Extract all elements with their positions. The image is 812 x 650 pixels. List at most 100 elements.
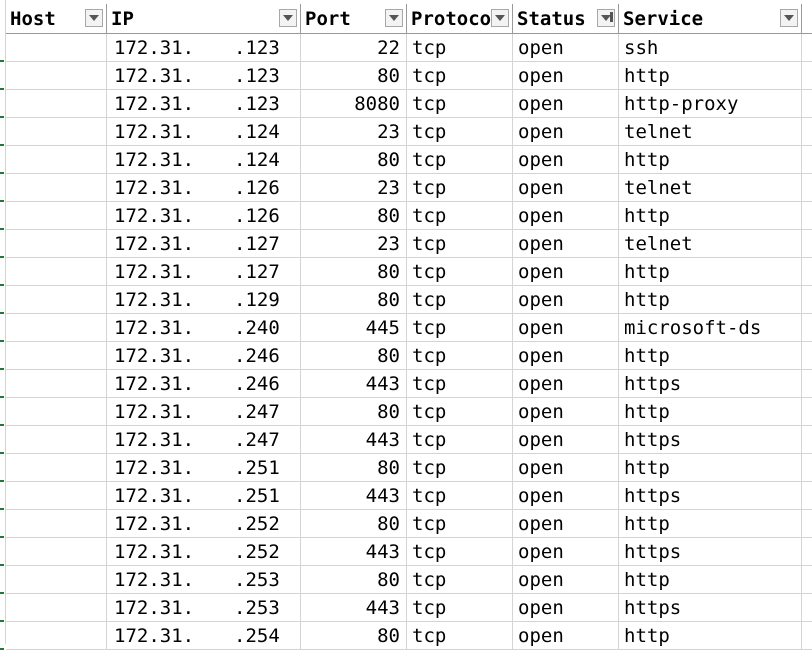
ip-cell[interactable]: 172.31. .251 [107, 454, 301, 482]
port-cell[interactable]: 22 [301, 34, 407, 62]
next-column-cell[interactable] [802, 314, 812, 342]
protocol-filter-dropdown-icon[interactable] [491, 9, 509, 27]
service-cell[interactable]: https [619, 594, 802, 622]
status-cell[interactable]: open [513, 286, 619, 314]
next-column-cell[interactable] [802, 34, 812, 62]
service-cell[interactable]: microsoft-ds [619, 314, 802, 342]
protocol-cell[interactable]: tcp [407, 118, 513, 146]
ip-cell[interactable]: 172.31. .247 [107, 398, 301, 426]
host-cell[interactable] [6, 146, 107, 174]
service-cell[interactable]: telnet [619, 230, 802, 258]
protocol-cell[interactable]: tcp [407, 370, 513, 398]
header-host[interactable]: Host [6, 4, 107, 34]
status-cell[interactable]: open [513, 594, 619, 622]
host-cell[interactable] [6, 426, 107, 454]
host-cell[interactable] [6, 202, 107, 230]
header-next-column[interactable] [802, 4, 812, 34]
port-cell[interactable]: 80 [301, 286, 407, 314]
next-column-cell[interactable] [802, 482, 812, 510]
host-cell[interactable] [6, 510, 107, 538]
port-cell[interactable]: 23 [301, 118, 407, 146]
next-column-cell[interactable] [802, 622, 812, 650]
ip-cell[interactable]: 172.31. .251 [107, 482, 301, 510]
ip-cell[interactable]: 172.31. .123 [107, 62, 301, 90]
service-cell[interactable]: https [619, 370, 802, 398]
port-cell[interactable]: 443 [301, 594, 407, 622]
protocol-cell[interactable]: tcp [407, 62, 513, 90]
host-cell[interactable] [6, 314, 107, 342]
status-cell[interactable]: open [513, 90, 619, 118]
service-filter-dropdown-icon[interactable] [780, 9, 798, 27]
host-cell[interactable] [6, 90, 107, 118]
header-status[interactable]: Status [513, 4, 619, 34]
ip-cell[interactable]: 172.31. .246 [107, 370, 301, 398]
service-cell[interactable]: telnet [619, 118, 802, 146]
header-port[interactable]: Port [301, 4, 407, 34]
status-cell[interactable]: open [513, 566, 619, 594]
ip-cell[interactable]: 172.31. .246 [107, 342, 301, 370]
ip-cell[interactable]: 172.31. .126 [107, 174, 301, 202]
status-cell[interactable]: open [513, 482, 619, 510]
host-cell[interactable] [6, 594, 107, 622]
host-cell[interactable] [6, 230, 107, 258]
port-cell[interactable]: 80 [301, 566, 407, 594]
next-column-cell[interactable] [802, 230, 812, 258]
ip-cell[interactable]: 172.31. .253 [107, 594, 301, 622]
service-cell[interactable]: http-proxy [619, 90, 802, 118]
ip-filter-dropdown-icon[interactable] [279, 9, 297, 27]
protocol-cell[interactable]: tcp [407, 510, 513, 538]
next-column-cell[interactable] [802, 538, 812, 566]
next-column-cell[interactable] [802, 370, 812, 398]
protocol-cell[interactable]: tcp [407, 202, 513, 230]
host-cell[interactable] [6, 398, 107, 426]
next-column-cell[interactable] [802, 342, 812, 370]
protocol-cell[interactable]: tcp [407, 286, 513, 314]
protocol-cell[interactable]: tcp [407, 314, 513, 342]
next-column-cell[interactable] [802, 566, 812, 594]
ip-cell[interactable]: 172.31. .123 [107, 34, 301, 62]
port-cell[interactable]: 80 [301, 622, 407, 650]
next-column-cell[interactable] [802, 594, 812, 622]
ip-cell[interactable]: 172.31. .252 [107, 538, 301, 566]
ip-cell[interactable]: 172.31. .124 [107, 118, 301, 146]
status-cell[interactable]: open [513, 314, 619, 342]
host-cell[interactable] [6, 62, 107, 90]
ip-cell[interactable]: 172.31. .127 [107, 230, 301, 258]
host-cell[interactable] [6, 118, 107, 146]
host-cell[interactable] [6, 34, 107, 62]
status-cell[interactable]: open [513, 454, 619, 482]
host-cell[interactable] [6, 482, 107, 510]
port-cell[interactable]: 443 [301, 538, 407, 566]
port-cell[interactable]: 8080 [301, 90, 407, 118]
service-cell[interactable]: https [619, 426, 802, 454]
protocol-cell[interactable]: tcp [407, 594, 513, 622]
next-column-cell[interactable] [802, 286, 812, 314]
service-cell[interactable]: http [619, 454, 802, 482]
service-cell[interactable]: http [619, 342, 802, 370]
ip-cell[interactable]: 172.31. .240 [107, 314, 301, 342]
next-column-cell[interactable] [802, 90, 812, 118]
port-cell[interactable]: 80 [301, 398, 407, 426]
host-cell[interactable] [6, 538, 107, 566]
port-cell[interactable]: 23 [301, 230, 407, 258]
protocol-cell[interactable]: tcp [407, 426, 513, 454]
service-cell[interactable]: http [619, 622, 802, 650]
port-cell[interactable]: 443 [301, 426, 407, 454]
status-cell[interactable]: open [513, 118, 619, 146]
status-cell[interactable]: open [513, 342, 619, 370]
protocol-cell[interactable]: tcp [407, 566, 513, 594]
ip-cell[interactable]: 172.31. .129 [107, 286, 301, 314]
service-cell[interactable]: http [619, 202, 802, 230]
next-column-cell[interactable] [802, 118, 812, 146]
port-cell[interactable]: 80 [301, 342, 407, 370]
protocol-cell[interactable]: tcp [407, 622, 513, 650]
host-cell[interactable] [6, 454, 107, 482]
ip-cell[interactable]: 172.31. .253 [107, 566, 301, 594]
next-column-cell[interactable] [802, 62, 812, 90]
status-cell[interactable]: open [513, 258, 619, 286]
ip-cell[interactable]: 172.31. .127 [107, 258, 301, 286]
service-cell[interactable]: ssh [619, 34, 802, 62]
protocol-cell[interactable]: tcp [407, 538, 513, 566]
status-cell[interactable]: open [513, 146, 619, 174]
next-column-cell[interactable] [802, 510, 812, 538]
